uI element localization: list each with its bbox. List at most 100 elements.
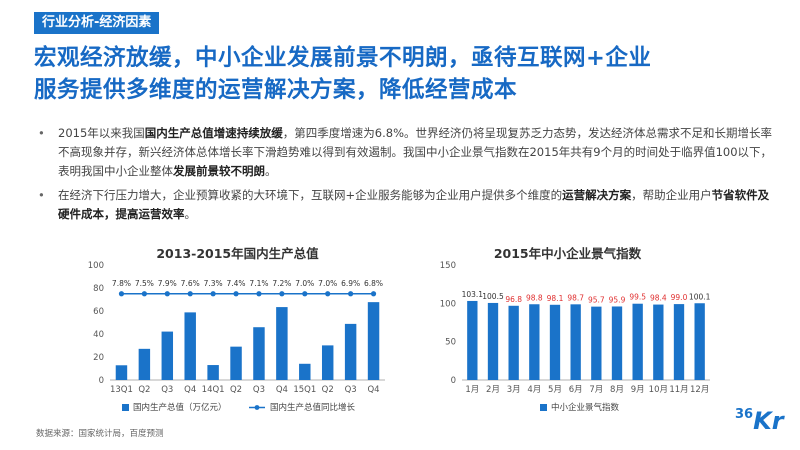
growth-point [233,291,239,297]
bar [299,363,311,380]
x-tick-label: Q3 [345,385,357,395]
growth-label: 7.4% [227,279,246,288]
bar [207,365,219,380]
data-label: 98.8 [526,293,543,302]
x-tick-label: Q3 [253,385,265,395]
legend-label: 中小企业景气指数 [551,402,620,413]
x-tick-label: 8月 [610,385,624,395]
bar [570,304,581,380]
bar [344,323,357,380]
x-tick-label: 3月 [507,385,521,395]
bullet-dot: • [38,126,45,140]
bar [508,305,519,380]
data-label: 103.1 [462,290,484,299]
logo-number: 36 [735,407,754,422]
bar [529,304,540,380]
x-tick-label: 11月 [669,385,688,395]
y-tick-label: 0 [99,376,104,386]
growth-label: 7.8% [112,279,131,288]
bullet-item-gdp: • 2015年以来我国国内生产总值增速持续放缓，第四季度增速为6.8%。世界经济… [36,124,776,181]
bar [694,303,705,380]
sme-index-chart: 0 50 100 150 1月 103.1 2月 100.5 3月 96.8 4月 98.8 5月 98.… [440,261,711,413]
growth-point [210,291,216,297]
data-label: 96.8 [505,295,522,304]
bullet-list: • 2015年以来我国国内生产总值增速持续放缓，第四季度增速为6.8%。世界经济… [36,124,776,229]
bar [591,306,602,380]
bar [321,345,334,380]
bar [230,346,242,380]
data-label: 99.0 [671,293,688,302]
x-tick-label: 1月 [465,385,479,395]
data-label: 95.7 [588,296,605,305]
page-headline: 宏观经济放缓，中小企业发展前景不明朗，亟待互联网+企业 服务提供多维度的运营解决… [34,42,774,106]
bullet-emphasis: 国内生产总值增速持续放缓 [144,126,283,140]
gdp-chart-title: 2013-2015年国内生产总值 [156,246,319,261]
bar [161,331,174,380]
bullet-text: ，第四季度增速为6.8%。世界经济仍将呈现复苏乏力态势，发达经济体总需求不足和长… [58,126,773,178]
growth-point [325,291,331,297]
x-tick-label: 12月 [690,385,709,395]
y-tick-label: 100 [440,299,456,309]
y-tick-label: 50 [445,338,456,348]
growth-label: 7.5% [135,279,154,288]
x-tick-label: 14Q1 [202,385,225,395]
data-label: 100.5 [482,292,504,301]
bullet-text: 。 [184,207,197,221]
legend-label: 国内生产总值（万亿元） [133,402,227,413]
bar [184,312,196,380]
x-tick-label: 4月 [527,385,541,395]
y-tick-label: 60 [93,307,104,317]
bar [611,306,623,380]
bar [276,307,288,380]
x-tick-label: Q4 [276,385,288,395]
growth-point [187,291,193,297]
bar [653,304,664,380]
growth-label: 7.0% [318,279,337,288]
brand-logo: 36Kr [735,407,784,435]
data-label: 100.1 [689,292,711,301]
growth-point [348,291,354,297]
bullet-text: ，帮助企业用户 [631,188,712,202]
growth-label: 7.2% [272,279,291,288]
bar [138,348,151,380]
bar [632,303,643,380]
x-tick-label: 9月 [631,385,645,395]
data-label: 99.5 [629,293,646,302]
headline-line-2: 服务提供多维度的运营解决方案，降低经营成本 [34,77,518,103]
growth-point [256,291,262,297]
growth-point [141,291,147,297]
bullet-emphasis: 节省软件及硬件成本，提高运营效率 [58,188,770,221]
x-tick-label: 13Q1 [110,385,133,395]
legend-swatch [540,404,547,411]
growth-point [164,291,170,297]
x-tick-label: 5月 [548,385,562,395]
y-tick-label: 0 [451,376,456,386]
growth-label: 6.9% [341,279,360,288]
x-tick-label: Q4 [184,385,196,395]
bullet-emphasis: 运营解决方案 [562,188,632,202]
y-tick-label: 20 [93,353,104,363]
bullet-item-solutions: • 在经济下行压力增大，企业预算收紧的大环境下，互联网+企业服务能够为企业用户提… [36,186,776,224]
x-tick-label: 2月 [486,385,500,395]
growth-label: 7.9% [158,279,177,288]
growth-label: 7.3% [204,279,223,288]
x-tick-label: Q3 [161,385,173,395]
bar [253,327,265,380]
y-tick-label: 80 [93,284,104,294]
x-tick-label: 7月 [589,385,603,395]
x-tick-label: Q4 [367,385,379,395]
bullet-text: 2015年以来我国 [58,126,145,140]
bullet-emphasis: 发展前景较不明朗 [173,164,265,178]
growth-point [279,291,285,297]
legend-swatch [254,405,260,410]
x-tick-label: Q2 [138,385,150,395]
logo-kr: Kr [753,407,784,435]
x-tick-label: Q2 [230,385,242,395]
growth-point [118,291,125,297]
bar [549,304,561,380]
data-label: 95.9 [609,295,626,304]
bullet-text: 。 [265,164,277,178]
growth-point [302,291,308,297]
sme-chart-panel: 2015年中小企业景气指数 0 50 100 150 1月 103.1 2月 100.5 3月 9… [410,243,725,413]
headline-line-1: 宏观经济放缓，中小企业发展前景不明朗，亟待互联网+企业 [34,45,652,71]
